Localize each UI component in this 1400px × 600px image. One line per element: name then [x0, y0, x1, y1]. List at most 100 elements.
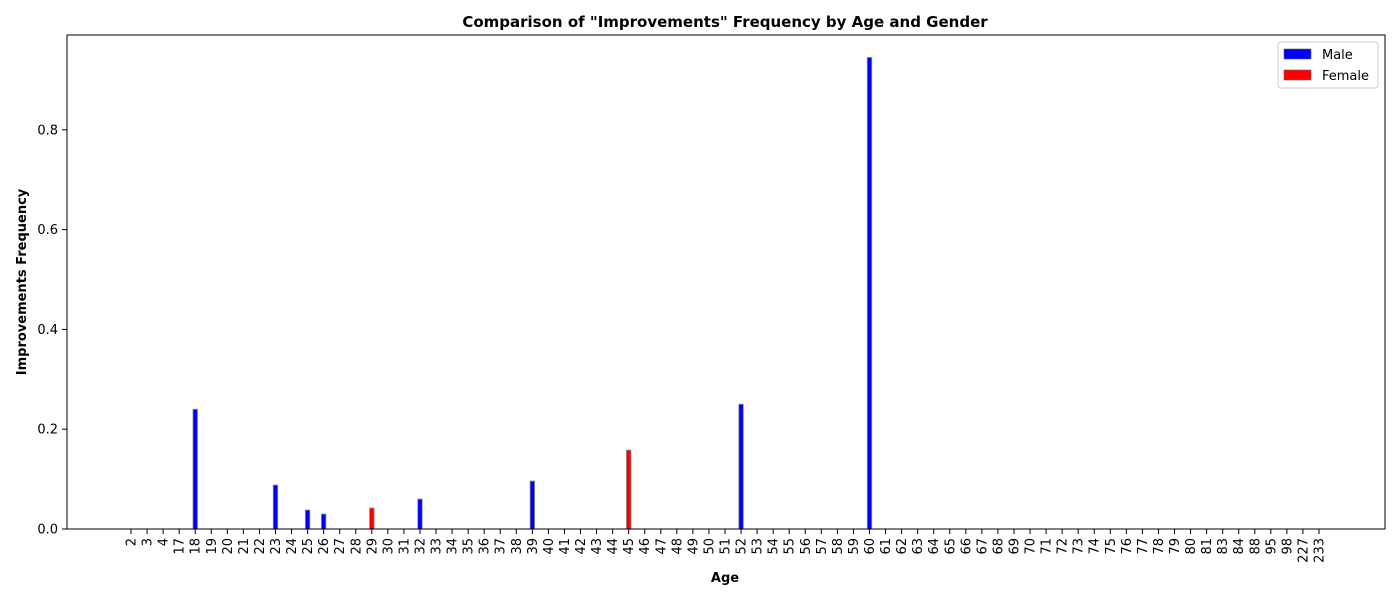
- x-tick-label: 56: [799, 538, 814, 555]
- x-tick-label: 2: [125, 538, 140, 546]
- x-tick-label: 17: [173, 538, 188, 555]
- x-tick-label: 74: [1088, 538, 1103, 555]
- x-tick-label: 62: [895, 538, 910, 555]
- x-tick-label: 61: [879, 538, 894, 555]
- legend: Male Female: [1277, 41, 1379, 89]
- y-tick-label: 0.6: [37, 223, 58, 238]
- x-tick-label: 52: [735, 538, 750, 555]
- x-tick-label: 36: [478, 538, 493, 555]
- x-tick-label: 98: [1280, 538, 1295, 555]
- bar-male-age-32: [417, 498, 423, 530]
- x-tick-label: 49: [686, 538, 701, 555]
- x-tick-label: 79: [1168, 538, 1183, 555]
- x-tick-label: 23: [269, 538, 284, 555]
- x-tick-label: 48: [670, 538, 685, 555]
- x-axis: 2 3 4 17 18 19 20 21 22 23 24 25 26 27 28 29 30 31 32 33 34 3…: [125, 529, 1328, 563]
- x-tick-label: 38: [510, 538, 525, 555]
- x-tick-label: 3: [141, 538, 156, 546]
- x-tick-label: 76: [1120, 538, 1135, 555]
- x-tick-label: 59: [847, 538, 862, 555]
- plot-frame: [66, 34, 1386, 530]
- x-tick-label: 88: [1248, 538, 1263, 555]
- x-tick-label: 35: [462, 538, 477, 555]
- bar-male-age-23: [272, 484, 279, 530]
- legend-label-female: Female: [1322, 69, 1369, 84]
- x-tick-label: 80: [1184, 538, 1199, 555]
- x-tick-label: 43: [590, 538, 605, 555]
- x-tick-label: 68: [991, 538, 1006, 555]
- chart-title: Comparison of "Improvements" Frequency b…: [462, 13, 988, 31]
- x-tick-label: 26: [317, 538, 332, 555]
- x-tick-label: 42: [574, 538, 589, 555]
- y-tick-label: 0.4: [37, 323, 58, 338]
- x-tick-label: 50: [702, 538, 717, 555]
- x-tick-label: 70: [1024, 538, 1039, 555]
- x-tick-label: 54: [767, 538, 782, 555]
- x-tick-label: 83: [1216, 538, 1231, 555]
- x-tick-label: 63: [911, 538, 926, 555]
- x-tick-label: 69: [1007, 538, 1022, 555]
- legend-label-male: Male: [1322, 48, 1353, 63]
- x-tick-label: 21: [237, 538, 252, 555]
- x-tick-label: 40: [542, 538, 557, 555]
- x-tick-label: 4: [157, 538, 172, 546]
- x-tick-label: 31: [397, 538, 412, 555]
- x-tick-label: 233: [1313, 538, 1328, 563]
- x-tick-label: 60: [863, 538, 878, 555]
- x-tick-label: 28: [349, 538, 364, 555]
- x-tick-label: 84: [1232, 538, 1247, 555]
- x-tick-label: 32: [413, 538, 428, 555]
- x-tick-label: 41: [558, 538, 573, 555]
- y-tick-label: 0.8: [37, 123, 58, 138]
- y-axis-label: Improvements Frequency: [15, 188, 30, 375]
- x-tick-label: 39: [526, 538, 541, 555]
- x-tick-label: 77: [1136, 538, 1151, 555]
- y-tick-label: 0.0: [37, 523, 58, 538]
- x-tick-label: 24: [285, 538, 300, 555]
- x-tick-label: 27: [333, 538, 348, 555]
- x-axis-label: Age: [711, 571, 739, 586]
- x-tick-label: 73: [1072, 538, 1087, 555]
- x-tick-label: 78: [1152, 538, 1167, 555]
- x-tick-label: 81: [1200, 538, 1215, 555]
- y-axis: 0.0 0.2 0.4 0.6 0.8: [37, 123, 67, 538]
- bar-female-age-45: [626, 449, 632, 530]
- bar-female-age-29: [369, 507, 375, 530]
- x-tick-label: 29: [365, 538, 380, 555]
- x-tick-label: 53: [751, 538, 766, 555]
- x-tick-label: 95: [1264, 538, 1279, 555]
- x-tick-label: 58: [831, 538, 846, 555]
- x-tick-label: 75: [1104, 538, 1119, 555]
- x-tick-label: 18: [189, 538, 204, 555]
- x-tick-label: 71: [1040, 538, 1055, 555]
- x-tick-label: 46: [638, 538, 653, 555]
- x-tick-label: 227: [1296, 538, 1311, 563]
- bar-male-age-26: [320, 513, 327, 530]
- x-tick-label: 57: [815, 538, 830, 555]
- bar-male-age-39: [529, 480, 535, 530]
- bars-layer: [192, 57, 873, 530]
- x-tick-label: 34: [446, 538, 461, 555]
- bar-male-age-25: [304, 509, 311, 530]
- x-tick-label: 25: [301, 538, 316, 555]
- bar-male-age-18: [192, 408, 198, 530]
- x-tick-label: 55: [783, 538, 798, 555]
- x-tick-label: 66: [959, 538, 974, 555]
- x-tick-label: 45: [622, 538, 637, 555]
- y-tick-label: 0.2: [37, 423, 58, 438]
- x-tick-label: 44: [606, 538, 621, 555]
- x-tick-label: 65: [943, 538, 958, 555]
- x-tick-label: 30: [381, 538, 396, 555]
- x-tick-label: 64: [927, 538, 942, 555]
- x-tick-label: 47: [654, 538, 669, 555]
- x-tick-label: 19: [205, 538, 220, 555]
- legend-swatch-male: [1283, 48, 1312, 60]
- x-tick-label: 22: [253, 538, 268, 555]
- legend-swatch-female: [1283, 69, 1312, 81]
- bar-male-age-52: [738, 403, 744, 530]
- x-tick-label: 33: [430, 538, 445, 555]
- x-tick-label: 37: [494, 538, 509, 555]
- bar-male-age-60: [866, 57, 873, 530]
